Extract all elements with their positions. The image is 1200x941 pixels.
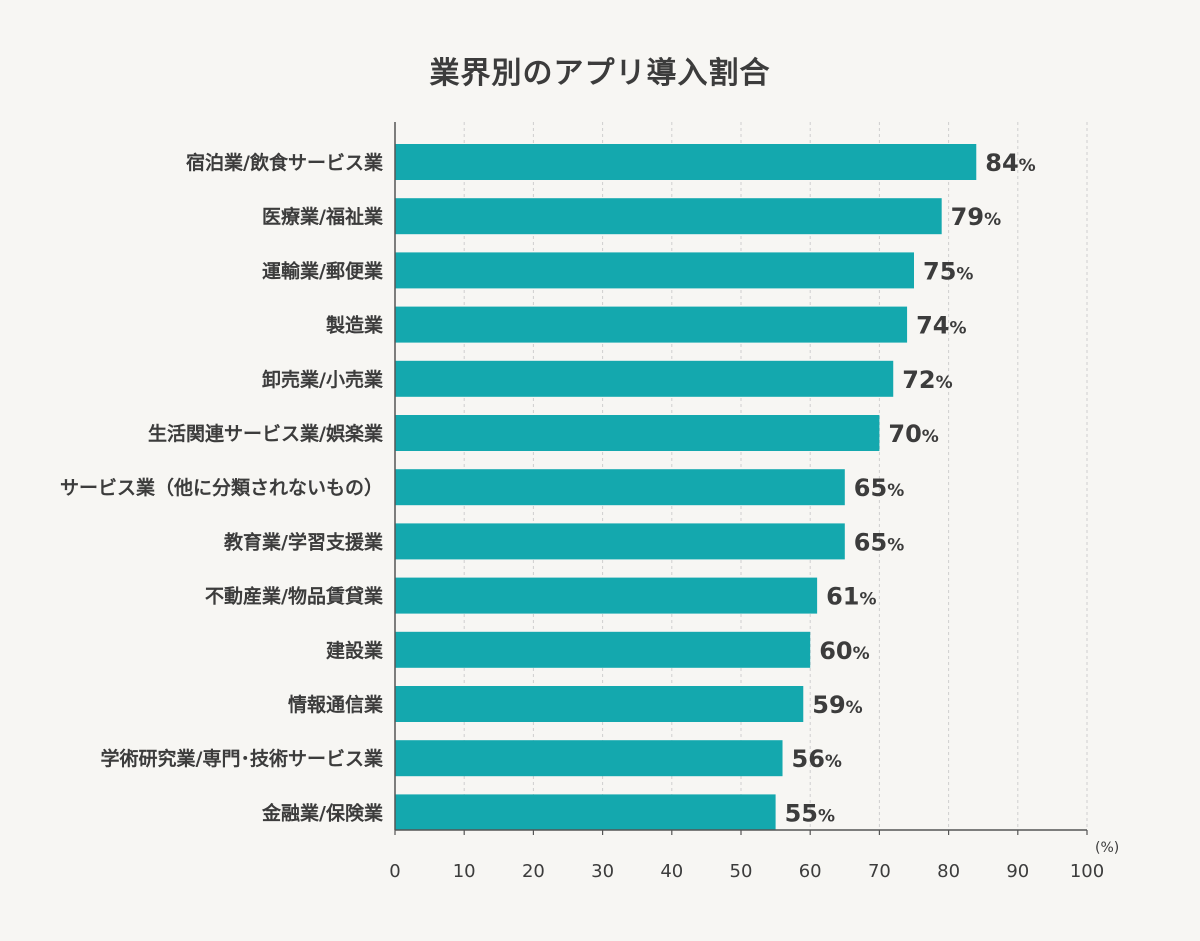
bar xyxy=(395,144,977,180)
x-tick-label: 100 xyxy=(1070,861,1104,882)
x-tick-label: 50 xyxy=(730,861,753,882)
bar xyxy=(395,306,908,343)
value-unit: % xyxy=(956,264,973,284)
value-unit: % xyxy=(853,644,870,664)
bar xyxy=(395,252,914,289)
value-unit: % xyxy=(818,806,835,826)
value-unit: % xyxy=(860,590,877,610)
x-tick-label: 20 xyxy=(522,861,545,882)
category-label: 金融業/保険業 xyxy=(261,801,384,824)
bar xyxy=(395,415,880,451)
value-unit: % xyxy=(949,319,966,339)
category-label: 建設業 xyxy=(326,639,384,662)
value-label: 60% xyxy=(819,637,869,665)
chart-title: 業界別のアプリ導入割合 xyxy=(429,56,771,91)
value-unit: % xyxy=(1019,156,1036,176)
bar xyxy=(395,469,845,506)
value-label: 84% xyxy=(985,149,1035,177)
value-unit: % xyxy=(984,210,1001,230)
value-label: 65% xyxy=(854,474,904,502)
value-label: 56% xyxy=(792,745,842,773)
category-label: 宿泊業/飲食サービス業 xyxy=(186,151,384,174)
value-unit: % xyxy=(887,481,904,501)
category-label: 学術研究業/専門･技術サービス業 xyxy=(101,747,384,770)
value-label: 75% xyxy=(923,257,973,285)
category-label: 運輸業/郵便業 xyxy=(262,259,384,282)
bar xyxy=(395,794,776,831)
category-label: 卸売業/小売業 xyxy=(262,368,384,391)
bar xyxy=(395,577,818,614)
category-label: 製造業 xyxy=(325,314,384,337)
value-label: 65% xyxy=(854,528,904,556)
category-label: サービス業（他に分類されないもの） xyxy=(60,476,383,499)
x-tick-label: 0 xyxy=(389,861,400,882)
category-label: 医療業/福祉業 xyxy=(262,205,384,228)
x-tick-label: 60 xyxy=(799,861,822,882)
category-label: 教育業/学習支援業 xyxy=(224,530,384,553)
value-label: 61% xyxy=(826,583,876,611)
value-unit: % xyxy=(846,698,863,718)
bar xyxy=(395,686,804,722)
x-tick-label: 90 xyxy=(1006,861,1029,882)
value-unit: % xyxy=(887,535,904,555)
x-tick-label: 40 xyxy=(660,861,683,882)
value-unit: % xyxy=(936,373,953,393)
bar xyxy=(395,360,894,397)
value-label: 59% xyxy=(812,691,862,719)
x-tick-label: 10 xyxy=(453,861,476,882)
x-tick-label: 80 xyxy=(937,861,960,882)
x-tick-label: 70 xyxy=(868,861,891,882)
bar xyxy=(395,740,783,777)
bar xyxy=(395,198,942,235)
category-label: 不動産業/物品賃貸業 xyxy=(205,585,384,608)
bar xyxy=(395,523,845,560)
category-label: 情報通信業 xyxy=(288,693,384,716)
value-label: 70% xyxy=(888,420,938,448)
value-label: 79% xyxy=(951,203,1001,231)
value-unit: % xyxy=(922,427,939,447)
x-unit-label: (%) xyxy=(1095,840,1119,856)
value-label: 74% xyxy=(916,312,966,340)
x-tick-label: 30 xyxy=(591,861,614,882)
value-label: 72% xyxy=(902,366,952,394)
value-label: 55% xyxy=(785,799,835,827)
category-label: 生活関連サービス業/娯楽業 xyxy=(148,422,384,445)
bar xyxy=(395,631,811,668)
value-unit: % xyxy=(825,752,842,772)
